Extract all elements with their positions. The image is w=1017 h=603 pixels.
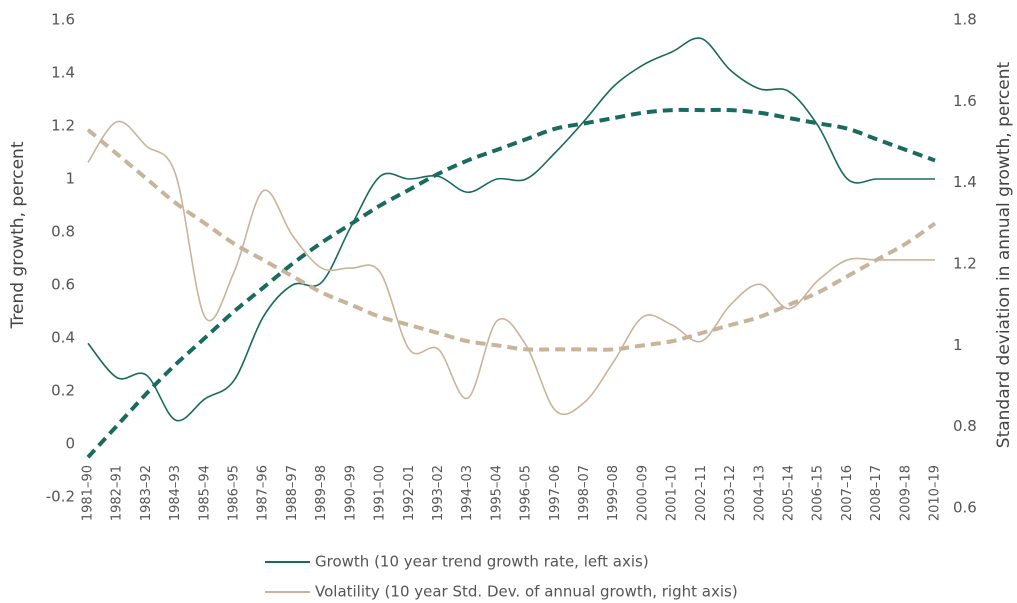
y-tick-label: -0.2 bbox=[46, 488, 75, 506]
x-tick-label: 1982–91 bbox=[110, 465, 125, 521]
x-tick-label: 1991–00 bbox=[373, 465, 388, 521]
y-tick-label: 0 bbox=[65, 435, 75, 453]
y2-axis-title: Standard deviation in annual growth, per… bbox=[994, 61, 1014, 448]
x-tick-label: 1989–98 bbox=[314, 465, 329, 521]
x-tick-label: 2002–11 bbox=[694, 465, 709, 521]
x-tick-label: 1988–97 bbox=[285, 465, 300, 521]
x-tick-label: 1987–96 bbox=[256, 465, 271, 521]
x-tick-label: 1996–05 bbox=[519, 465, 534, 521]
x-tick-label: 2008–17 bbox=[869, 465, 884, 521]
legend-label: Volatility (10 year Std. Dev. of annual … bbox=[315, 583, 738, 601]
x-tick-label: 1986–95 bbox=[227, 465, 242, 521]
x-tick-label: 2000–09 bbox=[635, 465, 650, 521]
x-tick-label: 2006–15 bbox=[811, 465, 826, 521]
x-tick-label: 2009–18 bbox=[898, 465, 913, 521]
y2-tick-label: 1.8 bbox=[953, 11, 977, 29]
x-tick-label: 1990–99 bbox=[343, 465, 358, 521]
x-tick-label: 2003–12 bbox=[723, 465, 738, 521]
y-tick-label: 1.6 bbox=[51, 11, 75, 29]
y2-tick-label: 1.6 bbox=[953, 92, 977, 110]
x-tick-label: 2007–16 bbox=[840, 465, 855, 521]
trend-line bbox=[86, 107, 936, 459]
y-tick-label: 1 bbox=[65, 170, 75, 188]
y-tick-label: 1.2 bbox=[51, 117, 75, 135]
y-tick-label: 0.2 bbox=[51, 382, 75, 400]
x-tick-label: 1985–94 bbox=[197, 465, 212, 521]
x-tick-label: 2001–10 bbox=[665, 465, 680, 521]
x-tick-label: 1983–92 bbox=[139, 465, 154, 521]
y-tick-label: 0.6 bbox=[51, 276, 75, 294]
y-tick-label: 0.8 bbox=[51, 223, 75, 241]
y2-tick-label: 1.4 bbox=[953, 173, 977, 191]
x-tick-label: 1993–02 bbox=[431, 465, 446, 521]
x-tick-label: 2005–14 bbox=[781, 465, 796, 521]
y2-tick-label: 1 bbox=[953, 336, 963, 354]
y2-tick-label: 1.2 bbox=[953, 255, 977, 273]
x-tick-label: 1994–03 bbox=[460, 465, 475, 521]
x-tick-label: 2010–19 bbox=[928, 465, 943, 521]
x-tick-label: 1999–08 bbox=[606, 465, 621, 521]
y2-tick-label: 0.6 bbox=[953, 499, 977, 517]
x-tick-label: 1998–07 bbox=[577, 465, 592, 521]
x-tick-label: 1981–90 bbox=[81, 465, 96, 521]
x-tick-label: 1992–01 bbox=[402, 465, 417, 521]
y-axis-title: Trend growth, percent bbox=[8, 141, 28, 329]
trend-line bbox=[86, 128, 937, 352]
x-tick-label: 1984–93 bbox=[168, 465, 183, 521]
y2-tick-label: 0.8 bbox=[953, 417, 977, 435]
x-tick-label: 2004–13 bbox=[752, 465, 767, 521]
y-tick-label: 1.4 bbox=[51, 64, 75, 82]
y-tick-label: 0.4 bbox=[51, 329, 75, 347]
series-line bbox=[87, 37, 935, 422]
legend-label: Growth (10 year trend growth rate, left … bbox=[315, 553, 649, 571]
series-line bbox=[87, 120, 935, 416]
x-tick-label: 1995–04 bbox=[489, 465, 504, 521]
x-tick-label: 1997–06 bbox=[548, 465, 563, 521]
